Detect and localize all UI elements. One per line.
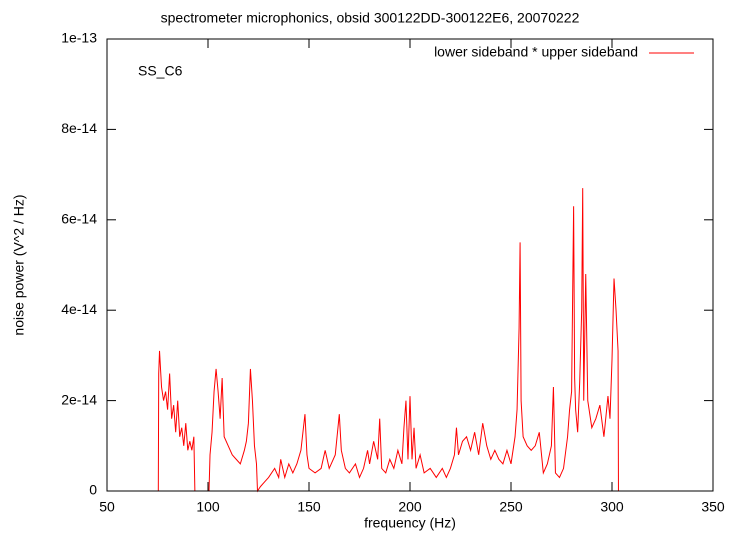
x-axis-label: frequency (Hz) — [364, 515, 456, 531]
x-tick-label: 100 — [196, 499, 220, 515]
chart-title: spectrometer microphonics, obsid 300122D… — [161, 10, 580, 26]
x-tick-label: 300 — [600, 499, 624, 515]
x-tick-label: 150 — [297, 499, 321, 515]
y-tick-label: 8e-14 — [61, 120, 97, 136]
y-tick-label: 4e-14 — [61, 301, 97, 317]
x-tick-label: 200 — [398, 499, 422, 515]
y-tick-label: 6e-14 — [61, 211, 97, 227]
data-line — [107, 188, 713, 493]
y-axis-label: noise power (V^2 / Hz) — [11, 194, 27, 335]
annotation: SS_C6 — [138, 63, 183, 79]
legend-label: lower sideband * upper sideband — [434, 44, 638, 60]
y-tick-label: 2e-14 — [61, 391, 97, 407]
x-tick-label: 50 — [99, 499, 115, 515]
x-tick-label: 350 — [701, 499, 725, 515]
y-tick-label: 0 — [89, 482, 97, 498]
x-tick-label: 250 — [499, 499, 523, 515]
y-tick-label: 1e-13 — [61, 30, 97, 46]
plot-frame — [106, 38, 714, 492]
